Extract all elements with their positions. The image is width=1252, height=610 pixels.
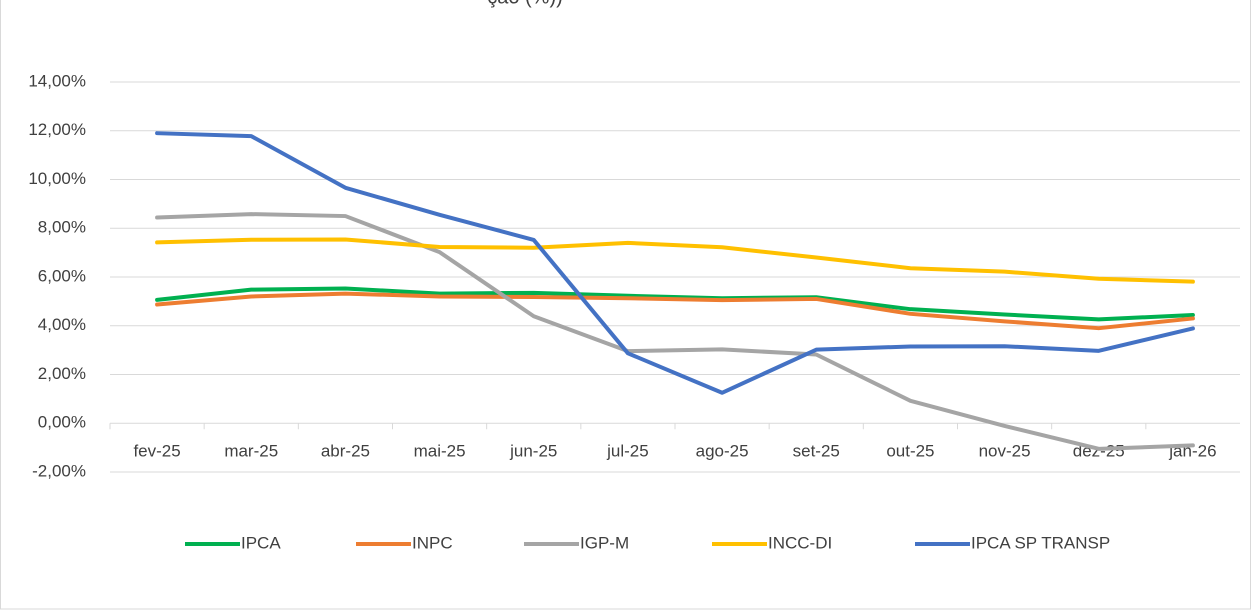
legend-label: IPCA SP TRANSP (971, 533, 1110, 552)
x-tick-label: fev-25 (133, 442, 180, 461)
x-tick-label: abr-25 (321, 442, 370, 461)
y-tick-label: 12,00% (28, 120, 86, 139)
legend-label: INCC-DI (768, 533, 832, 552)
y-tick-label: 10,00% (28, 169, 86, 188)
line-series (155, 212, 1195, 451)
legend-label: INPC (412, 533, 453, 552)
line-series (155, 131, 1195, 395)
legend-label: IPCA (241, 533, 281, 552)
legend-label: IGP-M (580, 533, 629, 552)
y-tick-label: 14,00% (28, 71, 86, 90)
x-tick-label: out-25 (886, 442, 934, 461)
chart-title: ção (%)) (487, 0, 563, 8)
y-tick-label: 6,00% (38, 266, 86, 285)
line-series (155, 291, 1195, 331)
line-series (155, 237, 1195, 284)
x-tick-label: jun-25 (509, 442, 557, 461)
y-tick-label: 8,00% (38, 218, 86, 237)
x-tick-label: ago-25 (696, 442, 749, 461)
x-tick-label: mai-25 (414, 442, 466, 461)
x-tick-label: jul-25 (606, 442, 649, 461)
y-tick-label: 0,00% (38, 413, 86, 432)
y-tick-label: 2,00% (38, 364, 86, 383)
x-tick-label: mar-25 (224, 442, 278, 461)
y-tick-label: 4,00% (38, 315, 86, 334)
x-tick-label: set-25 (793, 442, 840, 461)
x-tick-label: nov-25 (979, 442, 1031, 461)
line-series (155, 286, 1195, 322)
y-tick-label: -2,00% (32, 461, 86, 480)
